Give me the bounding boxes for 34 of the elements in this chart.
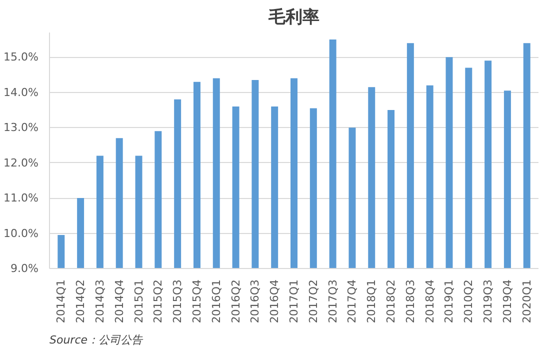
y-tick-label: 13.0% xyxy=(4,121,39,134)
chart-title: 毛利率 xyxy=(268,8,320,28)
x-tick-label: 2019Q4 xyxy=(500,279,514,324)
x-tick-label: 2019Q3 xyxy=(482,279,495,324)
y-tick-label: 14.0% xyxy=(4,86,39,99)
x-tick-label: 2014Q4 xyxy=(112,279,126,324)
y-tick-label: 9.0% xyxy=(10,262,39,275)
x-tick-label: 2016Q4 xyxy=(268,279,282,324)
y-tick-label: 10.0% xyxy=(4,226,39,240)
x-tick-label: 2010Q2 xyxy=(462,279,476,324)
x-tick-label: 2018Q4 xyxy=(423,279,436,324)
x-tick-label: 2016Q2 xyxy=(229,279,242,324)
x-tick-label: 2015Q1 xyxy=(132,279,146,324)
x-tick-label: 2014Q2 xyxy=(74,279,88,324)
y-tick-label: 11.0% xyxy=(4,192,39,205)
x-tick-label: 2015Q2 xyxy=(152,279,165,324)
x-tick-label: 2019Q1 xyxy=(442,279,456,324)
x-tick-label: 2017Q2 xyxy=(306,279,320,324)
x-tick-label: 2016Q1 xyxy=(210,279,223,324)
x-tick-label: 2018Q3 xyxy=(404,279,417,324)
source-note: Source：公司公告 xyxy=(50,334,144,346)
x-tick-label: 2018Q2 xyxy=(384,279,398,324)
x-tick-label: 2018Q1 xyxy=(365,279,378,324)
x-tick-label: 2017Q1 xyxy=(288,279,300,324)
y-tick-label: 15.0% xyxy=(4,50,39,64)
x-tick-label: 2016Q3 xyxy=(248,279,262,324)
x-tick-label: 2017Q3 xyxy=(326,279,340,324)
x-tick-label: 2014Q1 xyxy=(54,279,68,324)
x-tick-label: 2014Q3 xyxy=(93,279,106,324)
y-tick-label: 12.0% xyxy=(4,156,39,170)
x-tick-label: 2017Q4 xyxy=(346,279,359,324)
x-tick-label: 2020Q1 xyxy=(520,279,534,324)
x-tick-label: 2015Q3 xyxy=(171,279,184,324)
x-tick-label: 2015Q4 xyxy=(190,279,204,324)
